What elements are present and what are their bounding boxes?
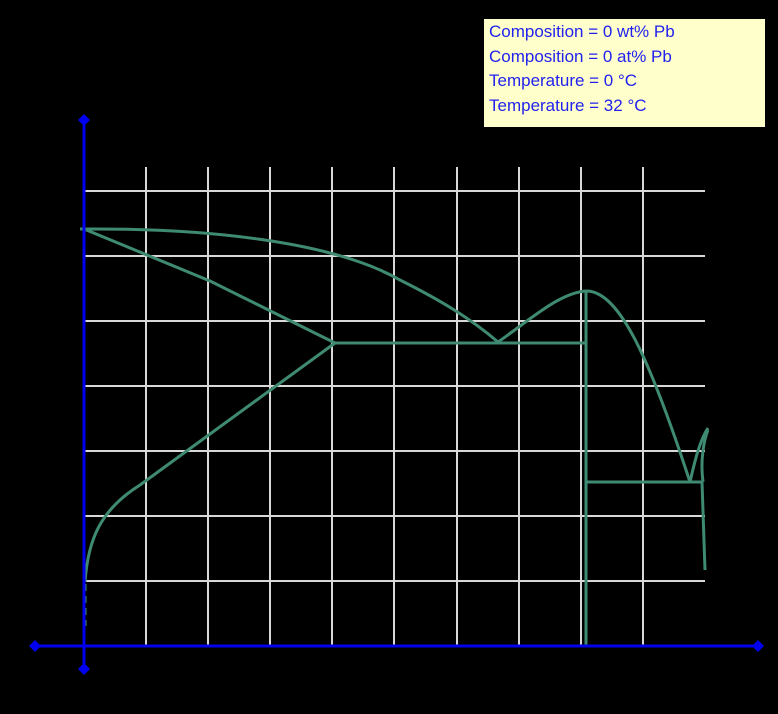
liquidus-left [79,227,499,344]
y-axis-bottom-handle[interactable] [78,663,90,675]
grid [84,167,705,646]
temperature-c-readout: Temperature = 0 °C [489,71,638,90]
readout-box: Composition = 0 wt% Pb Composition = 0 a… [484,19,765,127]
solidus-left [83,227,336,345]
temperature-f-readout: Temperature = 32 °C [489,95,647,115]
y-axis-top-handle[interactable] [78,114,90,126]
liquidus-right [497,289,692,483]
solvus-left [83,341,336,583]
axes [34,120,758,668]
x-axis-right-handle[interactable] [752,640,764,652]
composition-at-readout: Composition = 0 at% Pb [489,46,672,66]
composition-wt-readout: Composition = 0 wt% Pb [489,22,675,41]
axis-handles [29,114,764,675]
right-solvus [700,429,710,571]
x-axis-left-handle[interactable] [29,640,41,652]
